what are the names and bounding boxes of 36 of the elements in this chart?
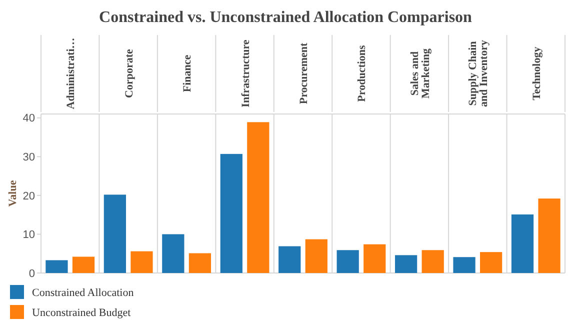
y-tick-label: 0	[28, 268, 35, 280]
bar	[278, 246, 301, 273]
x-tick-label: Productions	[356, 44, 368, 102]
x-tick-label: Infrastructure	[240, 40, 252, 108]
bar	[336, 250, 359, 273]
bar	[220, 154, 242, 273]
bar	[162, 234, 184, 273]
x-tick-label: Finance	[182, 54, 194, 92]
bar	[188, 253, 212, 273]
bar	[130, 251, 153, 273]
y-tick-label: 40	[22, 112, 35, 125]
bar	[422, 250, 444, 273]
x-tick-label: Technology	[530, 46, 543, 100]
bar	[247, 122, 270, 273]
bar	[72, 256, 95, 273]
y-tick-label: 10	[22, 229, 35, 242]
y-tick-label: 20	[22, 190, 35, 202]
legend-label: Unconstrained Budget	[32, 306, 131, 319]
bar	[305, 239, 328, 273]
y-tick-label: 30	[22, 152, 35, 164]
x-tick-label: Corporate	[123, 48, 136, 98]
x-tick-label: Sales and Marketing	[408, 48, 432, 99]
y-axis-title: Value	[7, 180, 19, 207]
x-tick-label: Administrati…	[65, 38, 78, 110]
bar	[511, 214, 534, 273]
x-tick-label: Supply Chain and Inventory	[467, 40, 490, 107]
bar	[104, 194, 126, 273]
x-tick-label: Procurement	[298, 42, 310, 104]
legend-label: Constrained Allocation	[32, 286, 134, 299]
bar	[538, 198, 560, 273]
chart-title: Constrained vs. Unconstrained Allocation Comparison	[99, 9, 472, 26]
bar	[364, 244, 386, 273]
bar	[46, 260, 68, 273]
bar	[394, 255, 418, 273]
bar	[453, 257, 476, 273]
bar	[480, 252, 502, 273]
